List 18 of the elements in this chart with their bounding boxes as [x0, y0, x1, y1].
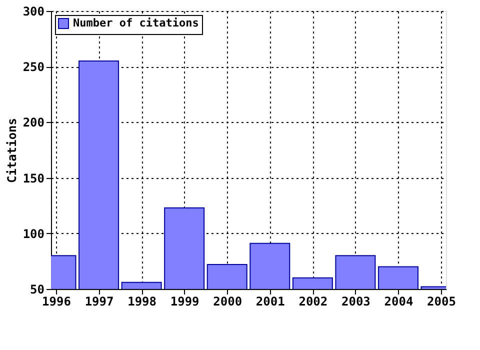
x-tick-label: 2004: [384, 294, 414, 308]
legend-label: Number of citations: [73, 16, 199, 30]
x-tick-label: 2001: [256, 294, 285, 308]
y-tick-label: 50: [30, 282, 44, 296]
y-tick-label: 100: [22, 226, 44, 241]
y-tick-label: 250: [22, 60, 44, 74]
x-tick-label: 2003: [341, 294, 370, 308]
x-tick-label: 1996: [42, 294, 71, 308]
y-tick-label: 200: [22, 116, 44, 130]
x-tick-label: 2000: [213, 294, 242, 308]
x-tick-label: 2005: [427, 294, 456, 308]
y-tick-label: 150: [22, 171, 44, 186]
y-tick-label: 300: [22, 4, 44, 18]
x-tick-label: 1997: [84, 294, 114, 308]
x-tick-label: 1998: [128, 294, 157, 308]
x-tick-label: 2002: [298, 294, 328, 308]
x-tick-label: 1999: [170, 294, 200, 308]
y-axis-title: Citations: [4, 118, 19, 184]
